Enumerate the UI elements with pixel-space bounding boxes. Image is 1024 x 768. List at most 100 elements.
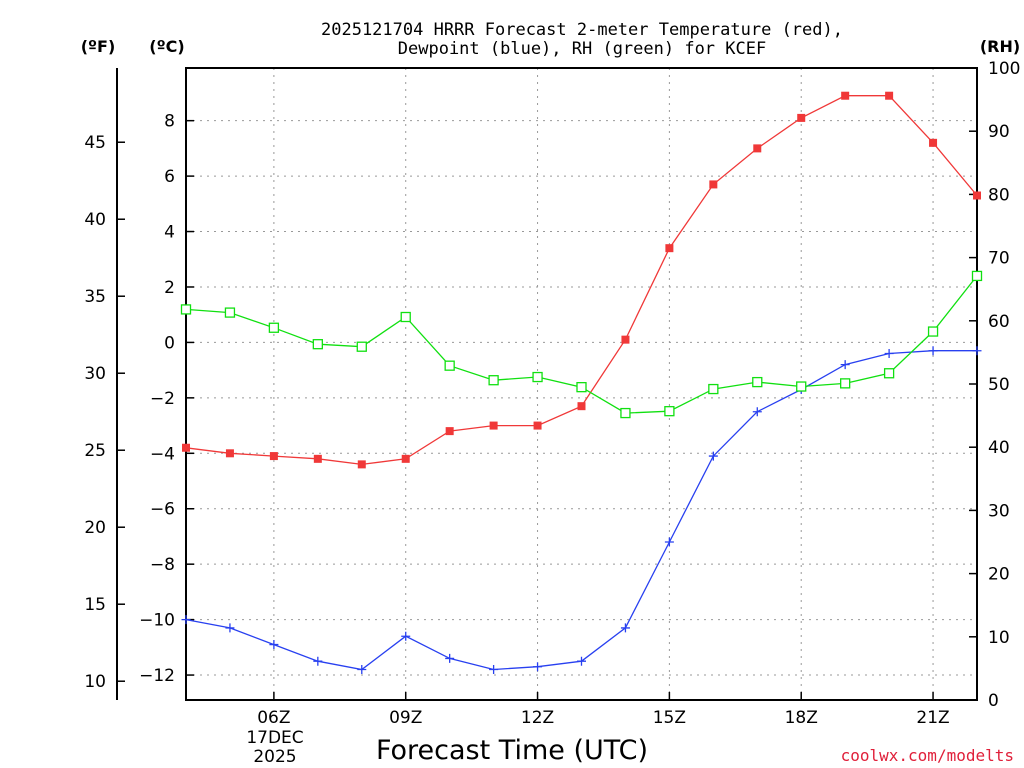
rh-tick-label: 30 (988, 501, 1010, 521)
time-tick-label: 12Z (521, 708, 554, 728)
data-point (973, 191, 981, 200)
time-tick-label: 15Z (653, 708, 686, 728)
chart-title-line-1: 2025121704 HRRR Forecast 2-meter Tempera… (321, 20, 843, 40)
fahrenheit-unit-label: (ºF) (81, 37, 116, 56)
celsius-unit-label: (ºC) (149, 37, 184, 56)
data-point (357, 665, 367, 675)
rh-tick-label: 40 (988, 438, 1010, 458)
series-line (185, 275, 978, 414)
data-point (488, 375, 499, 386)
data-point (489, 665, 499, 675)
data-point (269, 640, 279, 650)
x-axis-title: Forecast Time (UTC) (376, 735, 648, 766)
fahrenheit-tick-label: 20 (84, 518, 106, 538)
rh-tick-label: 70 (988, 249, 1010, 269)
data-point (533, 421, 542, 430)
data-point (797, 113, 806, 122)
time-tick-label: 18Z (785, 708, 818, 728)
data-point (883, 368, 895, 379)
credit-label: coolwx.com/modelts (841, 746, 1014, 765)
data-point (401, 454, 410, 463)
fahrenheit-tick-label: 35 (84, 287, 106, 307)
fahrenheit-axis: 10 15 20 25 30 35 40 45 (84, 133, 125, 692)
data-point (885, 91, 894, 100)
data-point (313, 454, 322, 463)
data-point (709, 180, 718, 189)
data-point (971, 270, 983, 282)
data-point (708, 451, 718, 461)
data-point (840, 378, 851, 389)
celsius-tick-label: −10 (139, 611, 175, 631)
data-point (401, 631, 411, 641)
data-point (533, 662, 543, 672)
data-point (224, 307, 236, 318)
celsius-tick-label: −12 (139, 666, 175, 686)
series-2-meter-temperature (182, 91, 981, 469)
rh-tick-label: 60 (988, 312, 1010, 332)
celsius-tick-label: −8 (150, 555, 175, 575)
rh-tick-label: 100 (988, 59, 1020, 79)
time-tick-label: 09Z (389, 708, 422, 728)
data-point (445, 427, 454, 436)
data-point (444, 360, 455, 371)
data-point (181, 615, 191, 625)
grid-lines (186, 68, 977, 700)
data-point (884, 349, 894, 359)
data-point (620, 407, 631, 419)
time-tick-label: 21Z (916, 708, 949, 728)
data-point (620, 623, 630, 633)
fahrenheit-tick-label: 10 (84, 672, 106, 692)
fahrenheit-tick-label: 25 (84, 441, 106, 461)
data-point (972, 346, 982, 356)
time-tick-label: 06Z (257, 708, 290, 728)
data-point (927, 326, 939, 337)
data-point (752, 376, 763, 388)
data-point (796, 381, 807, 392)
series-line (185, 350, 977, 671)
data-point (708, 383, 719, 395)
data-point (928, 346, 938, 356)
data-point (182, 443, 190, 452)
fahrenheit-tick-label: 15 (84, 595, 106, 615)
data-point (841, 91, 850, 100)
celsius-tick-label: −4 (150, 444, 175, 464)
data-point (445, 653, 455, 663)
data-point (664, 537, 674, 547)
data-point (929, 138, 938, 147)
celsius-tick-label: 0 (164, 333, 175, 353)
celsius-tick-label: −2 (150, 389, 175, 409)
data-point (357, 460, 366, 469)
data-point (752, 407, 762, 417)
rh-unit-label: (RH) (980, 37, 1020, 56)
data-point (621, 335, 630, 344)
data-point (532, 371, 543, 383)
data-point (840, 360, 850, 370)
series-rh (180, 270, 983, 419)
rh-tick-label: 90 (988, 122, 1010, 142)
rh-tick-label: 80 (988, 185, 1010, 205)
data-point (312, 339, 323, 350)
rh-tick-label: 10 (988, 628, 1010, 648)
rh-tick-label: 50 (988, 375, 1010, 395)
data-point (313, 656, 323, 666)
time-axis: 06Z 09Z 12Z 15Z 18Z 21Z (257, 692, 950, 728)
celsius-tick-label: 2 (164, 278, 175, 298)
data-point (577, 402, 586, 411)
celsius-tick-label: 8 (164, 112, 175, 132)
date-label-year: 2025 (253, 747, 296, 767)
data-point (400, 311, 411, 323)
data-point (577, 656, 586, 666)
data-point (268, 322, 280, 333)
data-point (665, 244, 674, 253)
rh-tick-label: 0 (988, 691, 999, 711)
data-point (489, 421, 498, 430)
data-point (356, 341, 367, 352)
date-label-day: 17DEC (246, 728, 303, 748)
data-point (225, 449, 234, 458)
fahrenheit-tick-label: 45 (84, 133, 106, 153)
data-point (664, 406, 675, 417)
chart-title-line-2: Dewpoint (blue), RH (green) for KCEF (398, 39, 766, 59)
series-dewpoint (181, 346, 982, 675)
data-point (576, 382, 587, 393)
